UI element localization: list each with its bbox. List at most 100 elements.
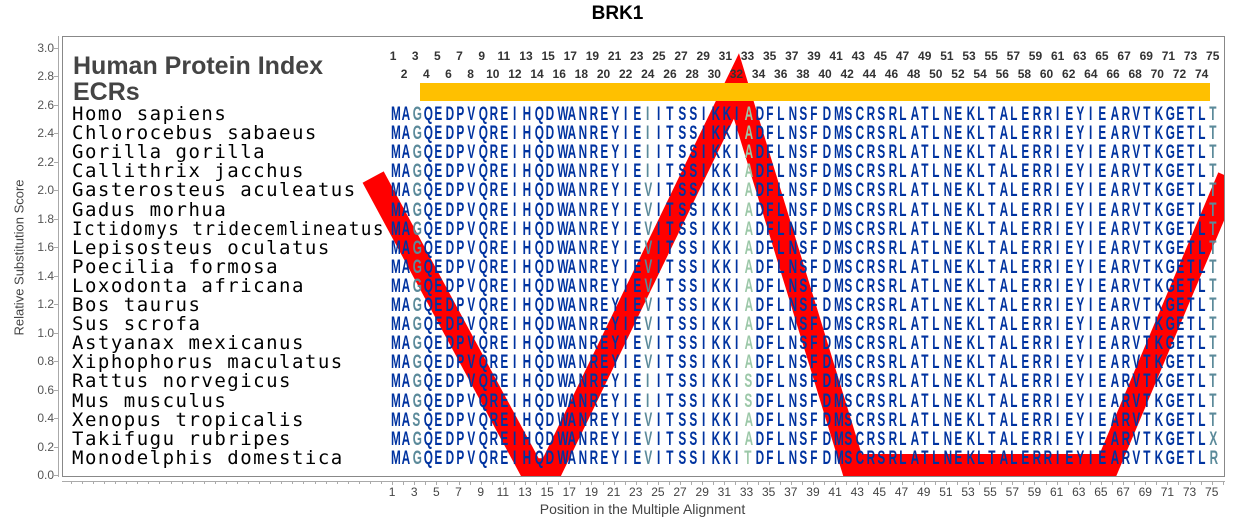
residue-letter: I [657,428,661,450]
residue: E [1174,105,1185,124]
residue-letter: T [921,295,929,316]
residue-letter: A [567,123,576,145]
residue: I [698,124,709,143]
residue: S [842,334,853,353]
residue-letter: S [677,447,686,469]
residue: N [786,392,798,411]
residue: R [1119,353,1130,372]
residue: Y [1074,162,1085,181]
residue: T [986,258,997,277]
residue: E [631,277,642,296]
position-number: 21 [607,49,622,63]
residue: S [875,105,886,124]
residue: S [676,392,687,411]
residue: T [919,430,930,449]
position-number: 3 [411,49,419,63]
residue-letter: A [910,409,920,431]
residue-letter: T [666,199,674,221]
residue-letter: A [910,371,920,393]
residue-letter: Y [611,428,620,450]
residue-letter: D [445,333,455,355]
residue: H [520,372,532,391]
residue-letter: V [1132,314,1140,336]
residue: E [952,296,963,315]
residue-letter: E [1021,371,1030,393]
residue: R [1119,258,1130,277]
residue: K [720,201,731,220]
residue-letter: R [1043,333,1053,355]
residue-letter: E [954,199,963,221]
residue-letter: E [1176,295,1185,316]
human-protein-index-label: Human Protein Index [73,52,324,80]
species-name: Ictidomys tridecemlineatus [72,217,385,240]
residue-letter: L [976,390,984,412]
residue: H [520,201,532,220]
residue: A [1108,181,1119,200]
residue: I [653,239,664,258]
residue: I [731,239,742,258]
residue-letter: D [445,218,455,240]
residue: T [1141,430,1152,449]
residue: S [875,430,886,449]
residue-letter: I [1056,447,1060,469]
residue-letter: A [910,161,920,183]
residue: D [543,315,554,334]
residue-letter: F [810,352,818,374]
residue: I [698,143,709,162]
residue: E [1096,430,1107,449]
residue-letter: G [412,275,422,297]
residue-letter: L [777,390,785,412]
residue: I [698,334,709,353]
residue-letter: D [445,104,455,125]
residue: N [941,239,953,258]
x-tick-label: 47 [894,485,909,499]
residue-letter: L [1198,123,1206,145]
residue-letter: I [701,180,705,202]
residue: A [742,123,754,145]
residue-letter: V [1132,237,1140,259]
residue-letter: S [677,409,686,431]
residue-letter: T [921,142,929,164]
residue: E [952,124,963,143]
residue-letter: K [711,333,720,355]
residue-letter: S [877,180,886,202]
residue: I [620,220,631,239]
residue: E [1096,124,1107,143]
residue: N [786,143,798,162]
residue: E [432,353,443,372]
x-tick-mark [170,481,172,484]
x-tick-mark [591,481,593,485]
residue-letter: A [744,123,754,145]
residue-letter: I [624,352,628,374]
residue-letter: R [888,237,898,259]
residue-letter: L [1198,295,1206,316]
position-number: 19 [585,49,600,63]
residue-letter: F [810,161,818,183]
residue: L [975,220,986,239]
residue: T [1185,124,1196,143]
position-number: 13 [519,49,533,63]
residue-letter: E [633,256,642,278]
residue-letter: T [1209,409,1217,431]
residue-letter: E [1176,199,1185,221]
y-tick-mark [54,389,58,391]
residue: R [1030,124,1042,143]
residue-letter: C [855,371,864,393]
residue: D [753,372,765,391]
residue: T [1207,239,1218,258]
residue: G [1163,334,1175,353]
residue: M [388,105,401,124]
residue-letter: A [401,161,410,183]
residue: L [775,220,786,239]
residue-letter: N [943,180,953,202]
residue-letter: D [755,218,765,240]
residue-letter: Q [478,409,489,431]
residue-letter: R [1032,390,1042,412]
residue-letter: G [1165,275,1175,297]
residue-letter: D [755,295,765,316]
residue-letter: S [877,390,886,412]
residue: E [498,201,509,220]
position-number: 69 [1139,49,1153,63]
residue-letter: I [513,352,517,374]
residue-letter: T [921,409,929,431]
